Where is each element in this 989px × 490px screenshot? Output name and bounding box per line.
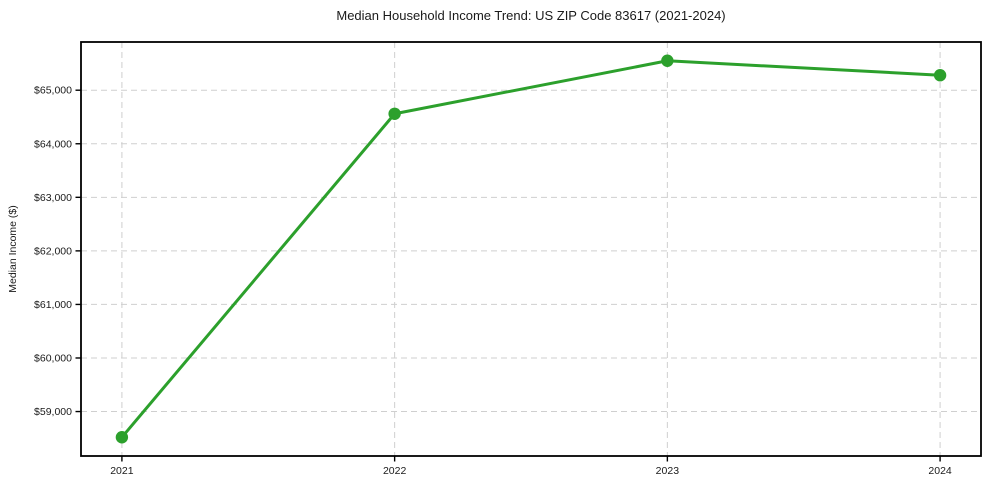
y-tick-label: $64,000 (34, 138, 72, 150)
axes-box (80, 41, 982, 457)
chart-title: Median Household Income Trend: US ZIP Co… (336, 8, 726, 23)
x-tick-label: 2022 (383, 465, 407, 477)
x-tick-label: 2021 (110, 465, 134, 477)
y-tick-label: $60,000 (34, 352, 72, 364)
data-point-2024 (933, 69, 947, 82)
y-tick-label: $59,000 (34, 406, 72, 418)
data-point-2023 (661, 54, 674, 67)
y-tick-label: $61,000 (34, 299, 72, 311)
data-point-2022 (388, 107, 401, 120)
y-tick-label: $65,000 (34, 85, 72, 97)
x-tick-label: 2024 (928, 465, 952, 477)
y-tick-label: $63,000 (34, 192, 72, 204)
y-tick-label: $62,000 (34, 245, 72, 257)
data-point-2021 (115, 431, 129, 444)
series-line (120, 59, 942, 439)
x-tick-label: 2023 (656, 465, 680, 477)
